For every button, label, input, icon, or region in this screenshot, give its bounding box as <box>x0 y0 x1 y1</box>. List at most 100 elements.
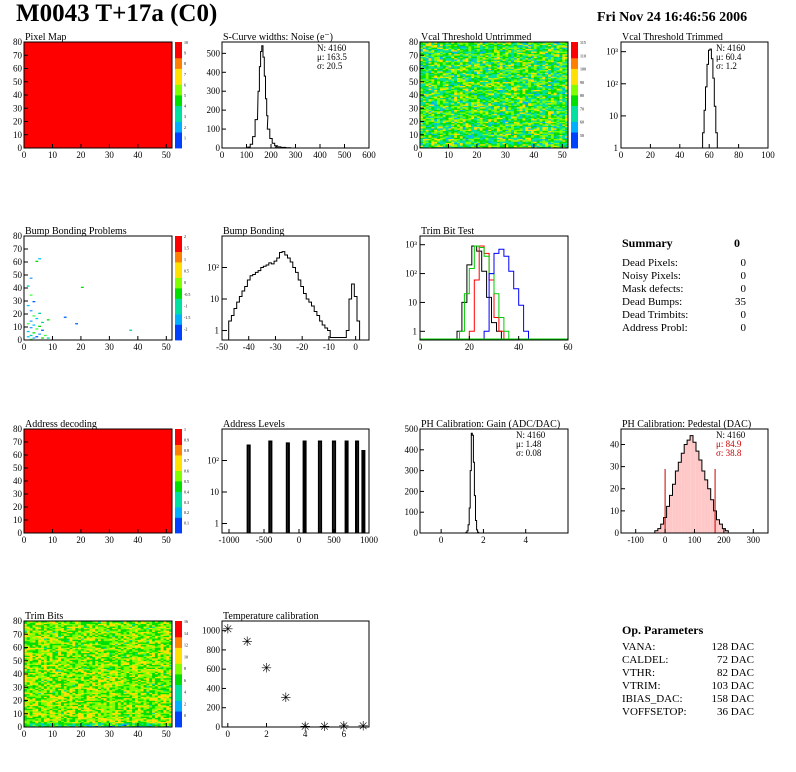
heatmap-cell <box>420 93 424 96</box>
heatmap-cell <box>511 61 515 64</box>
heatmap-cell <box>562 122 566 125</box>
heatmap-cell <box>445 77 449 80</box>
heatmap-cell <box>545 57 549 60</box>
heatmap-cell <box>496 137 500 140</box>
heatmap-cell <box>422 67 426 69</box>
heatmap-cell <box>513 77 518 80</box>
heatmap-cell <box>428 144 432 146</box>
heatmap-cell <box>536 102 540 105</box>
heatmap-cell <box>26 692 30 695</box>
heatmap-cell <box>519 112 523 114</box>
heatmap-cell <box>525 88 529 91</box>
heatmap-cell <box>476 133 481 136</box>
heatmap-cell <box>528 120 532 122</box>
heatmap-cell <box>448 88 452 91</box>
heatmap-cell <box>454 122 458 125</box>
heatmap-cell <box>451 122 455 125</box>
heatmap-cell <box>439 77 444 80</box>
heatmap-cell <box>505 89 509 92</box>
heatmap-cell <box>451 79 455 81</box>
heatmap-cell <box>451 61 455 64</box>
heatmap-cell <box>448 85 452 88</box>
heatmap-cell <box>536 81 540 84</box>
heatmap-cell <box>422 124 426 126</box>
heatmap-cell <box>548 83 552 85</box>
heatmap-cell <box>457 89 461 92</box>
palette-segment <box>175 501 182 508</box>
heatmap-cell <box>448 67 452 69</box>
heatmap-cell <box>471 69 475 72</box>
heatmap-cell <box>471 65 475 68</box>
heatmap-cell <box>428 69 432 72</box>
heatmap-cell <box>531 80 535 83</box>
heatmap-cell <box>545 141 549 144</box>
heatmap-cell <box>553 83 557 85</box>
heatmap-cell <box>445 120 449 122</box>
heatmap-cell <box>542 113 546 116</box>
heatmap-cell <box>539 89 543 92</box>
heatmap-cell <box>553 116 557 118</box>
heatmap-cell <box>468 72 472 75</box>
heatmap-cell <box>442 67 446 69</box>
palette-segment <box>175 272 182 278</box>
heatmap-cell <box>528 114 532 117</box>
heatmap-cell <box>425 52 429 55</box>
heatmap-cell <box>479 101 483 104</box>
heatmap-cell <box>562 144 566 146</box>
heatmap-cell <box>556 126 560 129</box>
heatmap-cell <box>29 621 33 623</box>
heatmap-cell <box>508 73 512 76</box>
heatmap-cell <box>437 71 441 73</box>
heatmap-cell <box>556 133 560 136</box>
heatmap-cell <box>457 97 461 100</box>
heatmap-cell <box>24 675 28 677</box>
heatmap-cell <box>35 723 39 725</box>
heatmap-cell <box>559 42 563 44</box>
heatmap-cell <box>479 81 483 84</box>
heatmap-cell <box>474 92 478 94</box>
heatmap-cell <box>482 83 486 85</box>
heatmap-cell <box>565 47 569 49</box>
heatmap-cell <box>32 677 36 680</box>
heatmap-cell <box>522 51 526 53</box>
heatmap-cell <box>536 87 540 89</box>
heatmap-cell <box>508 97 512 100</box>
heatmap-cell <box>24 680 28 683</box>
heatmap-cell <box>505 118 509 121</box>
heatmap-cell <box>496 140 500 142</box>
heatmap-cell <box>502 63 506 65</box>
heatmap-cell <box>24 681 28 684</box>
heatmap-cell <box>539 42 543 44</box>
heatmap-cell <box>550 69 555 72</box>
heatmap-cell <box>454 121 458 124</box>
heatmap-cell <box>471 112 475 114</box>
heatmap-cell <box>548 128 552 130</box>
heatmap-cell <box>468 89 472 92</box>
heatmap-cell <box>488 49 492 52</box>
heatmap-cell <box>488 89 492 92</box>
heatmap-cell <box>550 132 555 134</box>
heatmap-cell <box>494 126 498 129</box>
heatmap-cell <box>420 118 424 121</box>
heatmap-cell <box>499 93 503 96</box>
heatmap-cell <box>491 85 495 88</box>
heatmap-cell <box>479 67 483 69</box>
heatmap-cell <box>457 144 461 146</box>
heatmap-cell <box>479 106 483 109</box>
heatmap-cell <box>548 95 552 97</box>
x-tick-label: 40 <box>133 535 143 545</box>
heatmap-cell <box>457 48 461 51</box>
heatmap-cell <box>451 67 455 69</box>
x-tick-label: -100 <box>627 535 644 545</box>
heatmap-cell <box>445 71 449 73</box>
heatmap-cell <box>422 88 426 91</box>
data-point <box>41 329 44 331</box>
heatmap-cell <box>536 126 540 129</box>
heatmap-cell <box>533 68 537 71</box>
heatmap-cell <box>442 124 446 126</box>
heatmap-cell <box>542 84 546 87</box>
heatmap-cell <box>488 44 492 47</box>
heatmap-cell <box>482 61 486 64</box>
heatmap-cell <box>482 80 486 83</box>
heatmap-cell <box>553 121 557 124</box>
